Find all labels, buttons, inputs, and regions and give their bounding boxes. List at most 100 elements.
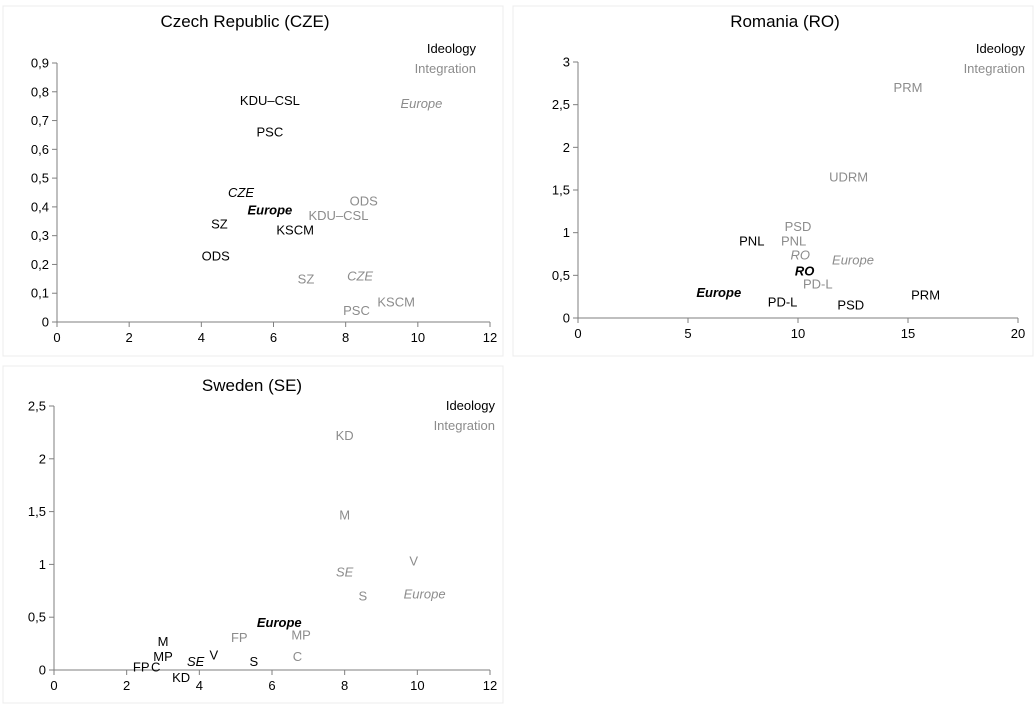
x-tick-label: 12	[483, 678, 497, 693]
y-tick-label: 0,9	[31, 56, 49, 71]
y-tick-label: 0,2	[31, 257, 49, 272]
point-label-ideology: PNL	[739, 234, 764, 249]
point-label-integration: S	[358, 589, 367, 604]
point-label-integration: SZ	[298, 271, 315, 286]
point-label-integration: PSC	[343, 303, 370, 318]
y-tick-label: 0,5	[28, 610, 46, 625]
legend-entry-ideology: Ideology	[976, 41, 1026, 56]
point-label-ideology: Europe	[257, 615, 302, 630]
x-tick-label: 10	[791, 326, 805, 341]
point-label-ideology: C	[151, 659, 160, 674]
point-label-integration: ODS	[350, 194, 379, 209]
y-tick-label: 0,1	[31, 286, 49, 301]
y-tick-label: 0,6	[31, 142, 49, 157]
point-label-integration: PNL	[781, 234, 806, 249]
y-tick-label: 0,7	[31, 113, 49, 128]
point-label-integration: UDRM	[829, 170, 868, 185]
y-tick-label: 2	[39, 451, 46, 466]
x-tick-label: 2	[126, 330, 133, 345]
point-label-ideology: SE	[187, 654, 205, 669]
x-tick-label: 0	[50, 678, 57, 693]
chart-panels: Czech Republic (CZE) 0 0,1 0,2 0,3 0,4 0,5 0,6 0…	[28, 12, 1026, 693]
point-label-integration: Europe	[400, 96, 442, 111]
panel-frame-ro	[512, 5, 1034, 357]
point-label-ideology: PRM	[911, 287, 940, 302]
point-label-ideology: SZ	[211, 217, 228, 232]
point-label-integration: Europe	[832, 252, 874, 267]
legend-entry-integration: Integration	[415, 61, 476, 76]
y-tick-label: 0	[42, 315, 49, 330]
y-tick-label: 2,5	[552, 97, 570, 112]
y-tick-label: 0	[39, 663, 46, 678]
y-tick-label: 0,8	[31, 84, 49, 99]
y-tick-label: 0	[563, 311, 570, 326]
point-label-ideology: Europe	[696, 285, 741, 300]
point-label-ideology: S	[249, 654, 258, 669]
x-tick-label: 20	[1011, 326, 1025, 341]
x-tick-label: 8	[341, 678, 348, 693]
x-tick-label: 2	[123, 678, 130, 693]
chart-title: Czech Republic (CZE)	[160, 12, 329, 31]
point-label-integration: RO	[790, 247, 810, 262]
legend-entry-integration: Integration	[964, 61, 1025, 76]
point-label-integration: C	[293, 649, 302, 664]
point-label-integration: SE	[336, 564, 354, 579]
panel-frame-se	[2, 365, 504, 704]
x-tick-label: 10	[410, 678, 424, 693]
point-label-integration: PD-L	[803, 276, 833, 291]
point-label-ideology: V	[210, 648, 219, 663]
x-tick-label: 6	[268, 678, 275, 693]
legend-entry-ideology: Ideology	[427, 41, 477, 56]
point-label-integration: M	[339, 507, 350, 522]
y-tick-label: 2,5	[28, 399, 46, 414]
chart-title: Romania (RO)	[730, 12, 840, 31]
point-label-ideology: PSC	[257, 125, 284, 140]
point-label-integration: KD	[336, 428, 354, 443]
y-tick-label: 1	[563, 225, 570, 240]
x-tick-label: 4	[196, 678, 203, 693]
point-label-ideology: ODS	[202, 248, 231, 263]
x-tick-label: 0	[53, 330, 60, 345]
x-tick-label: 10	[411, 330, 425, 345]
legend-entry-ideology: Ideology	[446, 398, 496, 413]
x-tick-label: 0	[574, 326, 581, 341]
y-tick-label: 1	[39, 557, 46, 572]
point-label-integration: PRM	[894, 80, 923, 95]
point-label-integration: PSD	[785, 219, 812, 234]
point-label-ideology: MP	[153, 649, 173, 664]
y-tick-label: 1,5	[28, 504, 46, 519]
point-label-integration: KSCM	[377, 294, 415, 309]
y-tick-label: 0,5	[31, 171, 49, 186]
y-tick-label: 0,5	[552, 268, 570, 283]
chart-cze: Czech Republic (CZE) 0 0,1 0,2 0,3 0,4 0,5 0,6 0…	[31, 12, 497, 345]
y-tick-label: 0,3	[31, 228, 49, 243]
x-tick-label: 15	[901, 326, 915, 341]
point-label-integration: KDU–CSL	[308, 208, 368, 223]
point-label-integration: MP	[291, 628, 311, 643]
x-tick-label: 4	[198, 330, 205, 345]
y-tick-label: 1,5	[552, 183, 570, 198]
point-label-ideology: KSCM	[276, 222, 314, 237]
point-label-ideology: M	[158, 634, 169, 649]
chart-ro: Romania (RO) 0 0,5 1 1,5 2 2,5 3 0 5 10 15 20 Ideolog…	[552, 12, 1026, 341]
x-tick-label: 5	[684, 326, 691, 341]
x-tick-label: 6	[270, 330, 277, 345]
point-label-integration: CZE	[347, 268, 373, 283]
y-tick-label: 3	[563, 55, 570, 70]
chart-title: Sweden (SE)	[202, 376, 302, 395]
point-label-ideology: RO	[795, 264, 815, 279]
point-label-integration: V	[409, 554, 418, 569]
panel-frame-cze	[2, 5, 504, 357]
legend-entry-integration: Integration	[434, 418, 495, 433]
point-label-ideology: KD	[172, 670, 190, 685]
point-label-ideology: KDU–CSL	[240, 93, 300, 108]
y-tick-label: 2	[563, 140, 570, 155]
point-label-ideology: PSD	[837, 298, 864, 313]
x-tick-label: 12	[483, 330, 497, 345]
x-tick-label: 8	[342, 330, 349, 345]
point-label-ideology: FP	[133, 659, 150, 674]
chart-se: Sweden (SE) 0 0,5 1 1,5 2 2,5 0 2 4 6 8 10 12 Ideology…	[28, 376, 497, 693]
point-label-ideology: PD-L	[768, 294, 798, 309]
point-label-ideology: CZE	[228, 185, 254, 200]
